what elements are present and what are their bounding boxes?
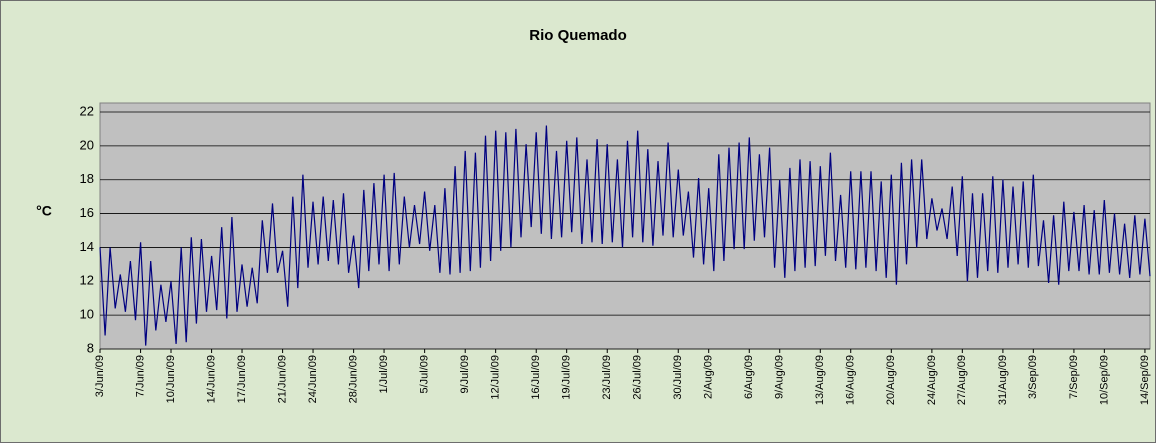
x-tick-label: 6/Aug/09 bbox=[743, 355, 755, 399]
x-tick-label: 13/Aug/09 bbox=[814, 355, 826, 405]
y-tick-label: 22 bbox=[80, 103, 94, 118]
x-tick-label: 24/Aug/09 bbox=[926, 355, 938, 405]
chart-title: Rio Quemado bbox=[529, 27, 627, 44]
x-tick-label: 5/Jul/09 bbox=[419, 355, 431, 394]
y-tick-label: 18 bbox=[80, 171, 94, 186]
x-tick-label: 24/Jun/09 bbox=[307, 355, 319, 403]
x-tick-label: 12/Jul/09 bbox=[490, 355, 502, 400]
y-axis-label: °C bbox=[36, 203, 52, 219]
x-tick-label: 28/Jun/09 bbox=[348, 355, 360, 403]
x-tick-label: 26/Jul/09 bbox=[632, 355, 644, 400]
x-tick-label: 9/Jul/09 bbox=[459, 355, 471, 394]
x-tick-label: 16/Jul/09 bbox=[530, 355, 542, 400]
plot-area bbox=[99, 102, 1151, 350]
y-tick-label: 20 bbox=[80, 137, 94, 152]
x-tick-label: 23/Jul/09 bbox=[601, 355, 613, 400]
y-tick-label: 14 bbox=[80, 239, 94, 254]
data-line bbox=[99, 125, 1151, 346]
x-tick-label: 14/Sep/09 bbox=[1139, 355, 1151, 405]
x-tick-label: 9/Aug/09 bbox=[774, 355, 786, 399]
x-tick-label: 2/Aug/09 bbox=[703, 355, 715, 399]
x-tick-label: 27/Aug/09 bbox=[956, 355, 968, 405]
x-tick-label: 10/Sep/09 bbox=[1098, 355, 1110, 405]
x-tick-label: 1/Jul/09 bbox=[378, 355, 390, 394]
x-tick-label: 17/Jun/09 bbox=[236, 355, 248, 403]
x-tick-label: 19/Jul/09 bbox=[561, 355, 573, 400]
y-tick-label: 16 bbox=[80, 205, 94, 220]
x-tick-label: 16/Aug/09 bbox=[845, 355, 857, 405]
x-tick-label: 21/Jun/09 bbox=[277, 355, 289, 403]
x-tick-label: 30/Jul/09 bbox=[672, 355, 684, 400]
y-tick-label: 12 bbox=[80, 273, 94, 288]
x-tick-label: 31/Aug/09 bbox=[997, 355, 1009, 405]
x-tick-label: 10/Jun/09 bbox=[165, 355, 177, 403]
x-tick-label: 20/Aug/09 bbox=[885, 355, 897, 405]
x-tick-label: 3/Sep/09 bbox=[1027, 355, 1039, 399]
x-tick-label: 14/Jun/09 bbox=[206, 355, 218, 403]
y-tick-label: 8 bbox=[87, 340, 94, 355]
x-tick-label: 7/Sep/09 bbox=[1068, 355, 1080, 399]
y-tick-label: 10 bbox=[80, 307, 94, 322]
x-tick-label: 7/Jun/09 bbox=[134, 355, 146, 397]
x-tick-label: 3/Jun/09 bbox=[94, 355, 106, 397]
